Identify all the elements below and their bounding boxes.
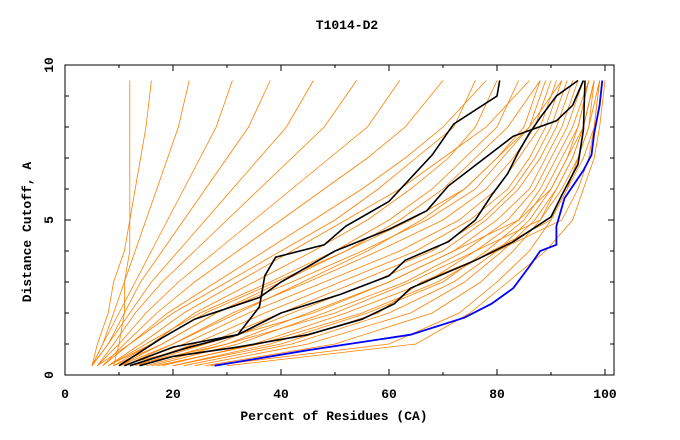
best-model-curve — [214, 80, 604, 367]
model-curve — [156, 80, 595, 367]
x-tick-label: 40 — [273, 387, 289, 402]
model-curve — [107, 80, 530, 367]
model-curve — [113, 80, 498, 367]
model-curve — [97, 80, 401, 366]
model-curve — [91, 80, 314, 366]
model-curve — [97, 80, 357, 366]
x-tick-label: 100 — [593, 387, 617, 402]
chart-title: T1014-D2 — [316, 18, 379, 33]
y-tick-label: 0 — [42, 371, 57, 379]
ticks — [64, 64, 614, 376]
model-curve — [129, 80, 563, 367]
x-tick-label: 60 — [381, 387, 397, 402]
highlighted-model-curve — [124, 80, 501, 367]
x-axis-label: Percent of Residues (CA) — [240, 409, 427, 424]
y-tick-label: 10 — [42, 57, 57, 73]
model-curve — [91, 80, 271, 366]
model-curve — [91, 80, 152, 366]
model-curve — [140, 80, 573, 367]
model-curve — [210, 80, 600, 367]
model-curve — [97, 80, 476, 367]
highlighted-model-curve — [118, 80, 585, 367]
model-curve — [162, 80, 590, 367]
x-tick-label: 0 — [61, 387, 69, 402]
x-tick-label: 20 — [165, 387, 181, 402]
curves — [91, 79, 606, 367]
model-curve — [118, 80, 590, 367]
highlighted-model-curve — [139, 80, 586, 367]
model-curve — [91, 80, 190, 366]
model-curve — [113, 80, 131, 366]
model-curve — [145, 80, 579, 367]
highlighted-model-curve — [129, 79, 579, 367]
y-tick-label: 5 — [42, 216, 57, 224]
model-curve — [124, 80, 563, 367]
y-axis-label: Distance Cutoff, A — [20, 162, 35, 303]
model-curve — [129, 80, 595, 367]
model-curve — [91, 80, 233, 366]
model-curve — [226, 80, 606, 367]
model-curve — [124, 80, 557, 367]
model-curve — [102, 80, 444, 366]
model-curve — [183, 80, 595, 367]
model-curve — [172, 80, 590, 367]
model-curve — [102, 80, 487, 367]
x-tick-label: 80 — [489, 387, 505, 402]
